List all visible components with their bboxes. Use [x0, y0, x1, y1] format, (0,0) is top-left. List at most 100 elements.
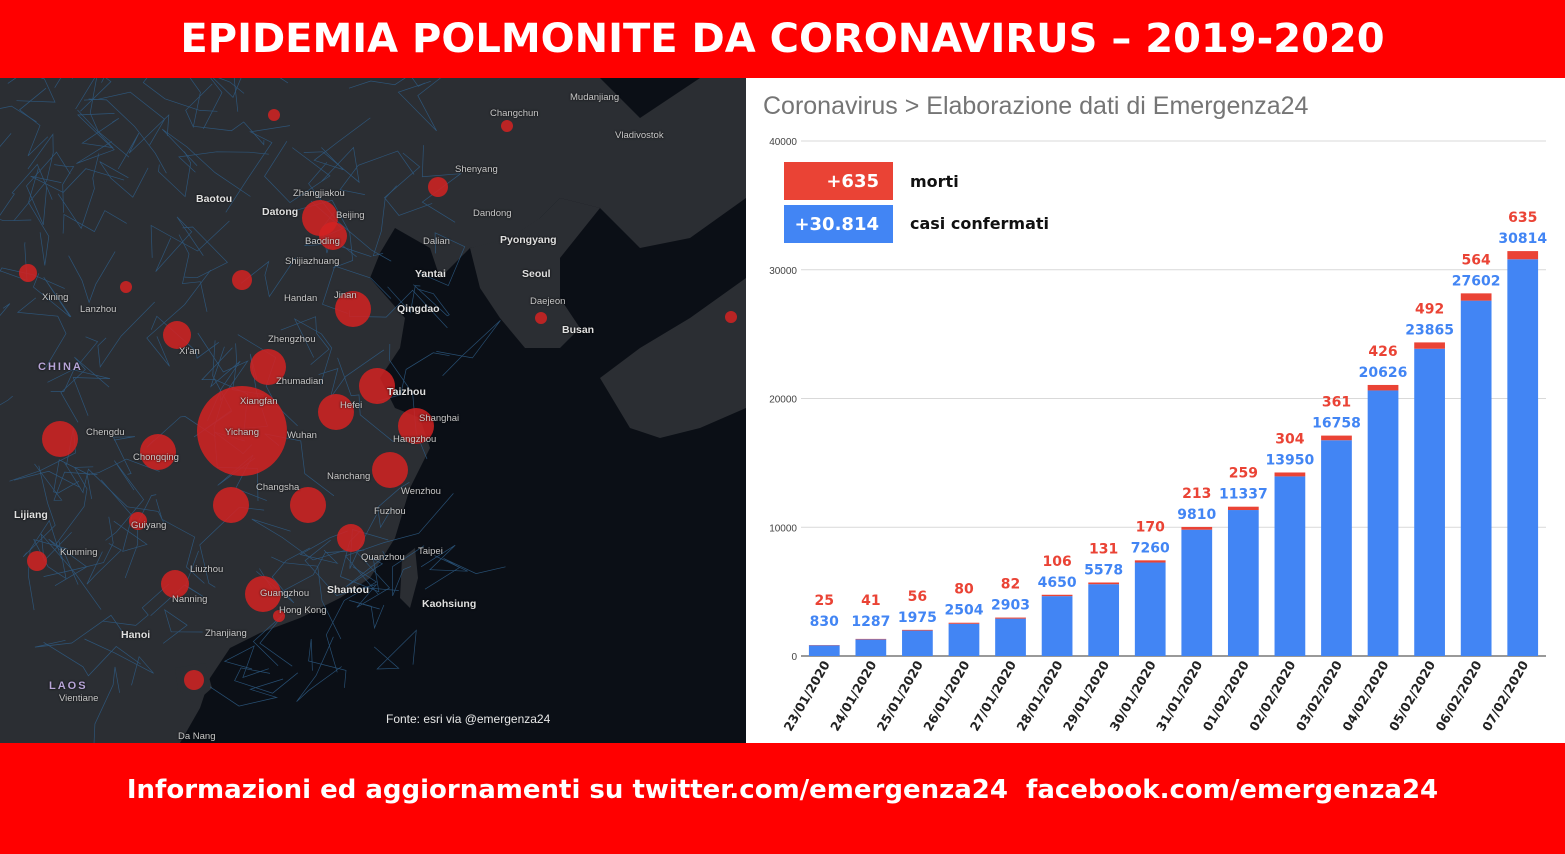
data-label-cases: 9810	[1177, 507, 1216, 523]
map-road	[150, 220, 230, 258]
map-road	[27, 519, 62, 611]
map-road	[0, 267, 65, 289]
city-label: Nanning	[172, 594, 208, 605]
case-bubble	[232, 270, 252, 290]
map-road	[308, 638, 347, 688]
city-label: Zhumadian	[276, 376, 324, 387]
city-label: Vientiane	[59, 693, 99, 704]
data-label-cases: 23865	[1405, 322, 1454, 338]
legend-label-cases: casi confermati	[910, 214, 1050, 233]
case-bubble	[140, 434, 176, 470]
map-road	[57, 153, 100, 230]
data-label-cases: 11337	[1219, 487, 1268, 503]
map-road	[0, 395, 13, 406]
data-label-deaths: 259	[1229, 466, 1258, 482]
bar-cases	[1367, 390, 1399, 656]
city-label: Baotou	[196, 193, 233, 205]
city-label: Zhangjiakou	[293, 188, 345, 199]
data-label-cases: 30814	[1498, 231, 1547, 247]
map-road	[413, 284, 450, 317]
map-road	[28, 168, 50, 266]
map-road	[251, 518, 351, 561]
bar-deaths	[1321, 435, 1352, 441]
map-road	[436, 320, 501, 376]
city-label: Chongqing	[133, 452, 179, 463]
map-road	[349, 600, 385, 630]
x-tick-label: 06/02/2020	[1432, 658, 1484, 734]
city-label: Daejeon	[530, 296, 566, 307]
data-label-deaths: 564	[1462, 252, 1491, 268]
map-road	[13, 133, 54, 222]
bar-cases	[1414, 348, 1445, 656]
map-road	[7, 78, 56, 103]
map-road	[33, 538, 68, 580]
map-road	[384, 152, 433, 216]
bar-deaths	[995, 617, 1026, 619]
legend-box-cases: +30.814	[784, 205, 893, 243]
map-road	[304, 539, 399, 596]
map-road	[162, 608, 203, 644]
data-label-cases: 5578	[1084, 562, 1123, 578]
y-tick-label: 10000	[769, 523, 797, 534]
map-road	[178, 234, 208, 312]
map-road	[34, 614, 127, 648]
x-tick-label: 31/01/2020	[1153, 658, 1205, 734]
map-road	[86, 458, 160, 500]
bar-cases	[1041, 596, 1073, 656]
map-road	[0, 105, 37, 123]
city-label: Kunming	[60, 547, 98, 558]
bar-chart: 0 10000 20000 30000 40000 830 25 23/01/2020 1287…	[769, 137, 1547, 734]
case-bubble	[42, 421, 78, 457]
data-label-deaths: 82	[1001, 577, 1020, 593]
footer-text: Informazioni ed aggiornamenti su twitter…	[126, 774, 1439, 805]
map-road	[83, 91, 166, 146]
bar-cases	[995, 618, 1026, 656]
case-bubble	[268, 109, 280, 121]
city-label: Baoding	[305, 236, 340, 247]
data-label-deaths: 213	[1182, 486, 1211, 502]
case-bubble	[335, 291, 371, 327]
city-label: Dandong	[473, 208, 512, 219]
map-road	[322, 265, 392, 314]
data-label-cases: 4650	[1038, 575, 1077, 591]
city-label: Vladivostok	[615, 130, 664, 141]
case-bubble	[428, 177, 448, 197]
map-road	[62, 210, 127, 234]
map-road	[296, 636, 342, 702]
map-road	[182, 226, 228, 279]
case-bubble	[27, 551, 47, 571]
data-label-cases: 2504	[944, 603, 983, 619]
map-road	[77, 109, 119, 149]
y-tick-label: 20000	[769, 395, 797, 406]
city-label: Xiangfan	[240, 396, 278, 407]
city-label: Changsha	[256, 482, 300, 493]
case-bubble	[337, 524, 365, 552]
bar-deaths	[902, 629, 933, 631]
map-road	[193, 121, 265, 146]
case-bubble	[250, 349, 286, 385]
data-label-deaths: 80	[954, 582, 974, 598]
map-road	[411, 78, 426, 87]
city-label: Guiyang	[131, 520, 167, 531]
data-label-cases: 20626	[1359, 365, 1408, 381]
bar-deaths	[1041, 594, 1073, 597]
map-road	[97, 301, 155, 368]
map-road	[47, 369, 111, 416]
x-tick-label: 29/01/2020	[1060, 658, 1112, 734]
map-road	[93, 666, 120, 743]
case-bubble	[245, 576, 281, 612]
map-road	[161, 128, 251, 197]
map-road	[0, 163, 53, 216]
map-panel: Changchun Vladivostok Mudanjiang Shenyang Ba…	[0, 78, 746, 743]
bar-cases	[1321, 440, 1352, 656]
map-road	[325, 566, 378, 673]
map-road	[185, 78, 213, 129]
page-title: EPIDEMIA POLMONITE DA CORONAVIRUS – 2019…	[180, 16, 1385, 62]
x-tick-label: 04/02/2020	[1339, 658, 1391, 734]
x-tick-label: 28/01/2020	[1013, 658, 1065, 734]
city-label: Taipei	[418, 546, 443, 557]
map-road	[225, 125, 290, 213]
city-label: Shenyang	[455, 164, 498, 175]
map-road	[424, 558, 506, 590]
data-label-cases: 16758	[1312, 416, 1361, 432]
